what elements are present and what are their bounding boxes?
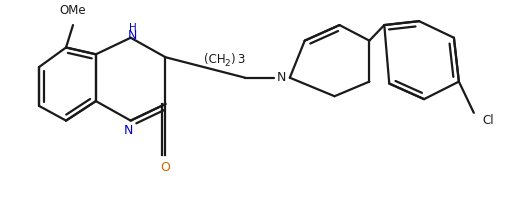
Text: 3: 3: [237, 53, 244, 66]
Text: 2: 2: [224, 59, 230, 68]
Text: H: H: [129, 23, 136, 33]
Text: N: N: [128, 29, 137, 42]
Text: Cl: Cl: [483, 114, 494, 127]
Text: ): ): [230, 53, 235, 66]
Text: (CH: (CH: [204, 53, 226, 66]
Text: O: O: [160, 161, 171, 174]
Text: N: N: [277, 71, 287, 84]
Text: OMe: OMe: [60, 4, 87, 17]
Text: N: N: [124, 124, 133, 137]
